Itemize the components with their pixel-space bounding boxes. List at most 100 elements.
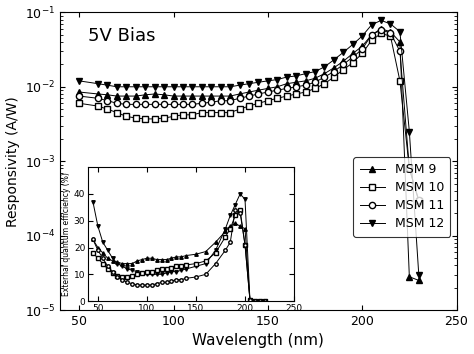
MSM 12 xyxy=(369,23,374,27)
MSM 11 xyxy=(171,102,176,107)
MSM 11 xyxy=(227,98,233,103)
MSM 11 xyxy=(95,96,101,101)
MSM 11 xyxy=(237,96,242,101)
MSM 11 xyxy=(303,83,309,87)
MSM 9 xyxy=(369,33,374,37)
MSM 12 xyxy=(350,42,356,47)
MSM 9 xyxy=(227,94,233,98)
MSM 9 xyxy=(303,79,309,83)
MSM 10 xyxy=(114,110,120,115)
Y-axis label: Responsivity (A/W): Responsivity (A/W) xyxy=(6,96,19,227)
MSM 12 xyxy=(152,85,157,89)
MSM 9 xyxy=(76,90,82,94)
MSM 9 xyxy=(105,93,110,97)
MSM 12 xyxy=(124,85,129,89)
MSM 11 xyxy=(105,98,110,103)
MSM 12 xyxy=(378,18,384,23)
MSM 9 xyxy=(199,94,205,98)
MSM 9 xyxy=(124,94,129,98)
MSM 11 xyxy=(161,102,167,107)
MSM 12 xyxy=(237,83,242,87)
MSM 10 xyxy=(199,110,205,115)
MSM 12 xyxy=(190,85,195,89)
MSM 12 xyxy=(105,83,110,87)
Line: MSM 12: MSM 12 xyxy=(76,17,422,278)
MSM 11 xyxy=(350,55,356,59)
MSM 12 xyxy=(274,78,280,82)
MSM 10 xyxy=(369,38,374,42)
MSM 11 xyxy=(378,28,384,32)
MSM 11 xyxy=(340,62,346,67)
MSM 9 xyxy=(95,92,101,96)
MSM 9 xyxy=(152,92,157,96)
MSM 12 xyxy=(199,85,205,89)
MSM 9 xyxy=(359,44,365,48)
MSM 10 xyxy=(237,107,242,111)
MSM 10 xyxy=(265,98,271,103)
MSM 9 xyxy=(237,92,242,96)
MSM 10 xyxy=(76,101,82,105)
MSM 9 xyxy=(190,94,195,98)
MSM 9 xyxy=(274,85,280,89)
MSM 9 xyxy=(378,27,384,31)
MSM 10 xyxy=(190,113,195,117)
MSM 9 xyxy=(397,40,403,44)
MSM 10 xyxy=(180,113,186,117)
MSM 11 xyxy=(209,100,214,104)
Text: 5V Bias: 5V Bias xyxy=(88,27,155,45)
Line: MSM 9: MSM 9 xyxy=(76,26,422,284)
MSM 11 xyxy=(321,75,327,79)
MSM 11 xyxy=(312,80,318,84)
MSM 9 xyxy=(265,86,271,91)
MSM 12 xyxy=(246,81,252,86)
MSM 12 xyxy=(303,72,309,76)
MSM 12 xyxy=(331,58,337,62)
MSM 12 xyxy=(114,85,120,89)
MSM 9 xyxy=(180,94,186,98)
MSM 12 xyxy=(133,85,138,89)
MSM 10 xyxy=(255,101,261,105)
MSM 10 xyxy=(397,79,403,83)
MSM 10 xyxy=(152,117,157,121)
MSM 11 xyxy=(265,90,271,94)
MSM 10 xyxy=(378,32,384,36)
MSM 10 xyxy=(321,81,327,86)
MSM 11 xyxy=(293,85,299,89)
MSM 12 xyxy=(161,85,167,89)
MSM 12 xyxy=(293,74,299,78)
MSM 10 xyxy=(142,117,148,121)
MSM 11 xyxy=(331,69,337,74)
MSM 12 xyxy=(388,22,393,26)
MSM 12 xyxy=(407,130,412,134)
MSM 11 xyxy=(416,198,421,202)
MSM 11 xyxy=(218,98,224,103)
MSM 12 xyxy=(359,34,365,38)
MSM 10 xyxy=(312,86,318,91)
Line: MSM 10: MSM 10 xyxy=(76,30,422,204)
MSM 11 xyxy=(274,88,280,92)
MSM 10 xyxy=(133,116,138,120)
MSM 11 xyxy=(152,102,157,107)
MSM 9 xyxy=(284,81,290,86)
MSM 12 xyxy=(312,69,318,74)
Line: MSM 11: MSM 11 xyxy=(76,27,422,203)
MSM 9 xyxy=(218,94,224,98)
MSM 11 xyxy=(388,31,393,35)
Legend: MSM 9, MSM 10, MSM 11, MSM 12: MSM 9, MSM 10, MSM 11, MSM 12 xyxy=(354,157,450,237)
MSM 10 xyxy=(340,68,346,72)
MSM 10 xyxy=(416,199,421,203)
MSM 12 xyxy=(218,85,224,89)
MSM 10 xyxy=(388,34,393,38)
MSM 12 xyxy=(180,85,186,89)
MSM 12 xyxy=(227,85,233,89)
MSM 10 xyxy=(284,94,290,98)
MSM 9 xyxy=(161,93,167,97)
MSM 12 xyxy=(76,79,82,83)
X-axis label: Wavelength (nm): Wavelength (nm) xyxy=(192,333,324,348)
MSM 11 xyxy=(114,101,120,105)
MSM 11 xyxy=(133,102,138,107)
MSM 11 xyxy=(142,102,148,107)
MSM 9 xyxy=(350,51,356,56)
MSM 9 xyxy=(331,65,337,70)
MSM 11 xyxy=(246,94,252,98)
